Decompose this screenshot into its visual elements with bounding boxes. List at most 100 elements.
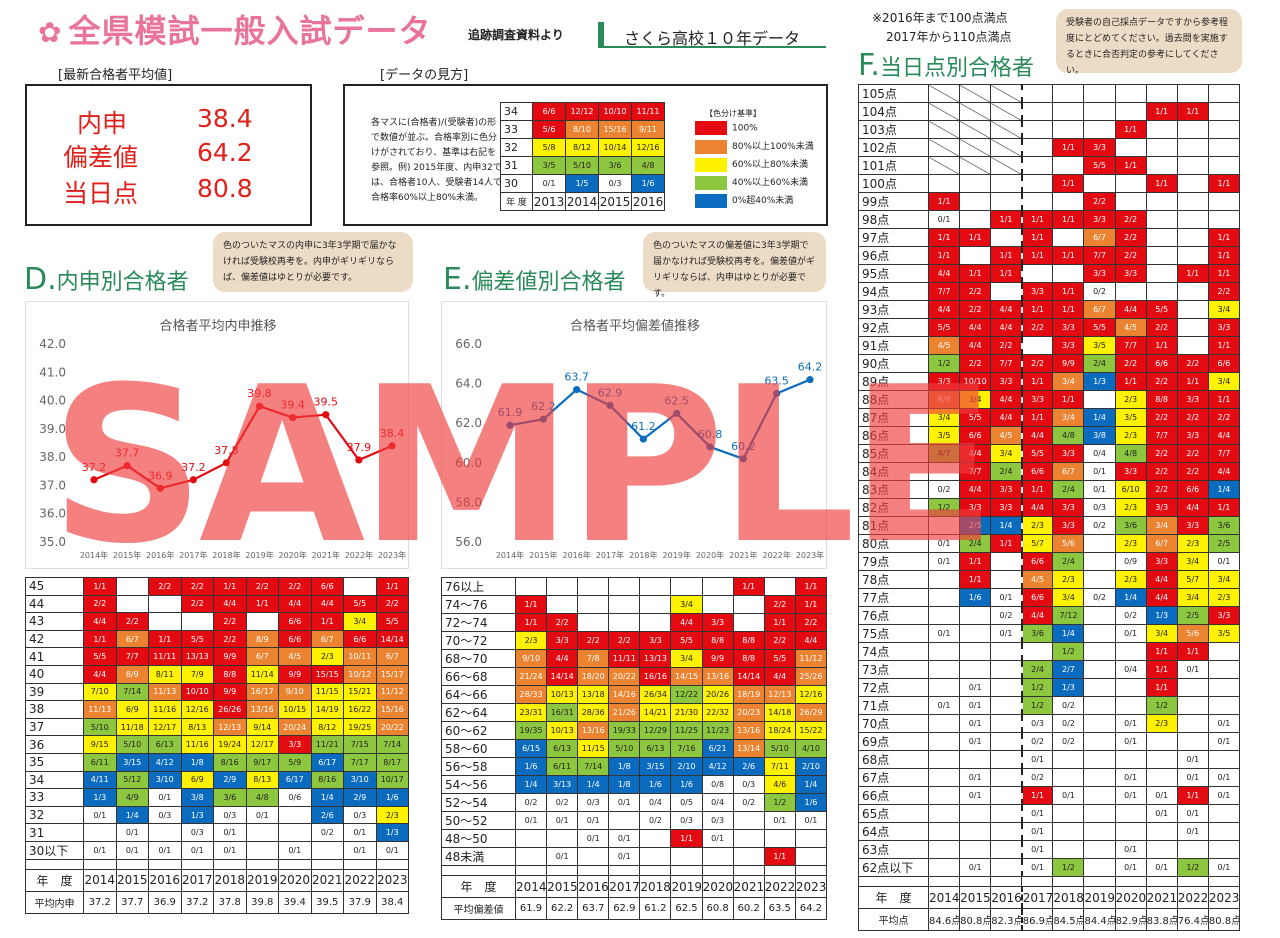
data-cell: 28/33 (514, 685, 548, 704)
data-cell: 1/1 (1020, 408, 1054, 427)
data-cell (990, 696, 1023, 715)
data-cell: 0/1 (1145, 786, 1178, 805)
spacer-row (441, 865, 828, 876)
year-cell: 2018 (1052, 886, 1085, 909)
year-cell: 2016 (631, 192, 665, 211)
f-section-header: F.当日点別合格者 (858, 48, 1034, 83)
data-cell: 2/2 (1207, 282, 1241, 301)
x-tick-label: 2022年 (345, 550, 373, 560)
data-cell: 1/1 (1020, 210, 1054, 229)
data-cell (959, 246, 992, 265)
table-row: 81点 2/5 1/4 2/3 3/3 0/2 3/6 3/4 3/3 3/6 (858, 516, 1241, 535)
data-cell: 14/21 (639, 703, 672, 722)
data-cell: 0/1 (701, 829, 734, 848)
year-cell: 2022 (1176, 886, 1209, 909)
data-cell: 4/4 (310, 594, 344, 614)
data-cell (1083, 804, 1116, 823)
data-cell: 0/1 (1114, 858, 1147, 877)
table-row: 84点 7/7 2/4 6/6 6/7 0/1 3/3 2/2 2/2 4/4 (858, 462, 1241, 481)
row-label: 71点 (858, 696, 929, 715)
spacer-row (858, 876, 1241, 887)
data-cell (990, 642, 1023, 661)
data-cell (1083, 606, 1116, 625)
table-row: 62点以下 0/1 0/1 1/2 0/1 0/1 1/2 0/1 (858, 858, 1241, 877)
data-cell: 8/16 (213, 752, 247, 772)
data-cell (1083, 732, 1116, 751)
data-cell: 1/1 (213, 577, 247, 596)
legend-swatch (695, 175, 727, 190)
data-cell: 5/10 (763, 739, 796, 758)
data-cell: 2/4 (1020, 660, 1054, 679)
row-label: 75点 (858, 624, 929, 643)
data-cell (1176, 228, 1209, 247)
data-cell: 6/11 (83, 752, 117, 772)
table-row: 31 0/1 0/3 0/1 0/2 0/1 1/3 (25, 823, 409, 842)
data-cell: 2/2 (1176, 408, 1209, 427)
diagonal-cell (990, 138, 1023, 157)
data-label: 39.5 (314, 396, 339, 409)
row-label: 84点 (858, 462, 929, 481)
data-cell: 4/8 (245, 788, 279, 807)
data-cell (1176, 210, 1209, 229)
data-cell: 3/3 (1145, 552, 1178, 571)
row-label: 68点 (858, 750, 929, 769)
data-cell: 1/4 (514, 775, 548, 794)
data-cell (1207, 138, 1241, 157)
avg-cell: 84.5点 (1052, 908, 1085, 931)
data-cell: 1/1 (927, 192, 961, 211)
legend-swatch (695, 193, 727, 208)
data-cell (1207, 192, 1241, 211)
year-cell: 2015 (115, 868, 149, 892)
data-cell: 1/1 (959, 552, 992, 571)
spacer-cell (441, 865, 516, 876)
data-cell: 2/2 (148, 577, 182, 596)
data-cell: 13/16 (577, 721, 610, 740)
data-cell: 21/26 (608, 703, 641, 722)
legend-label: 80%以上100%未満 (732, 142, 814, 152)
data-label: 60.8 (698, 428, 723, 441)
spacer-cell (83, 858, 117, 870)
year-cell: 2016 (990, 886, 1023, 909)
data-cell: 4/4 (927, 264, 961, 283)
data-cell: 2/3 (514, 631, 548, 650)
data-cell: 4/5 (1114, 318, 1147, 337)
data-cell (990, 768, 1023, 787)
data-cell: 11/21 (310, 735, 344, 754)
data-cell (1083, 768, 1116, 787)
data-cell: 8/13 (180, 717, 214, 737)
data-cell (927, 786, 961, 805)
data-cell: 7/7 (1207, 444, 1241, 463)
data-cell: 12/16 (180, 700, 214, 719)
data-cell (245, 823, 279, 842)
row-label: 92点 (858, 318, 929, 337)
data-cell: 1/1 (1207, 264, 1241, 283)
table-row: 58～60 6/15 6/13 11/15 5/10 6/13 7/16 6/21 13/14 5… (441, 739, 828, 758)
data-cell: 2/2 (245, 577, 279, 596)
data-cell: 1/3 (180, 805, 214, 825)
data-cell (701, 595, 734, 614)
data-cell: 15/21 (343, 682, 377, 702)
avg-cell: 60.2 (732, 897, 765, 920)
data-cell (927, 462, 961, 481)
data-cell: 3/4 (1176, 552, 1209, 571)
spacer-cell (577, 865, 610, 876)
table-row: 88点 8/9 3/4 4/4 3/3 1/1 2/3 8/8 3/3 1/1 (858, 390, 1241, 409)
spacer-cell (25, 858, 84, 870)
data-cell: 9/9 (701, 649, 734, 668)
table-row: 65点 0/1 0/1 0/1 (858, 804, 1241, 823)
data-cell (1145, 138, 1178, 157)
data-cell: 8/12 (565, 138, 599, 157)
year-cell: 2020 (278, 868, 312, 892)
data-cell: 4/4 (278, 594, 312, 614)
year-label: 年 度 (858, 886, 929, 909)
data-cell: 2/4 (959, 534, 992, 553)
data-cell (732, 847, 765, 866)
table-row: 71点 0/1 0/1 1/2 0/2 1/2 (858, 696, 1241, 715)
data-cell: 15/16 (375, 700, 409, 719)
y-tick-label: 40.0 (39, 394, 66, 408)
data-cell: 4/4 (1020, 426, 1054, 445)
data-cell: 0/3 (1083, 498, 1116, 517)
data-cell (927, 660, 961, 679)
data-cell: 12/17 (245, 735, 279, 754)
data-cell: 2/4 (990, 462, 1023, 481)
